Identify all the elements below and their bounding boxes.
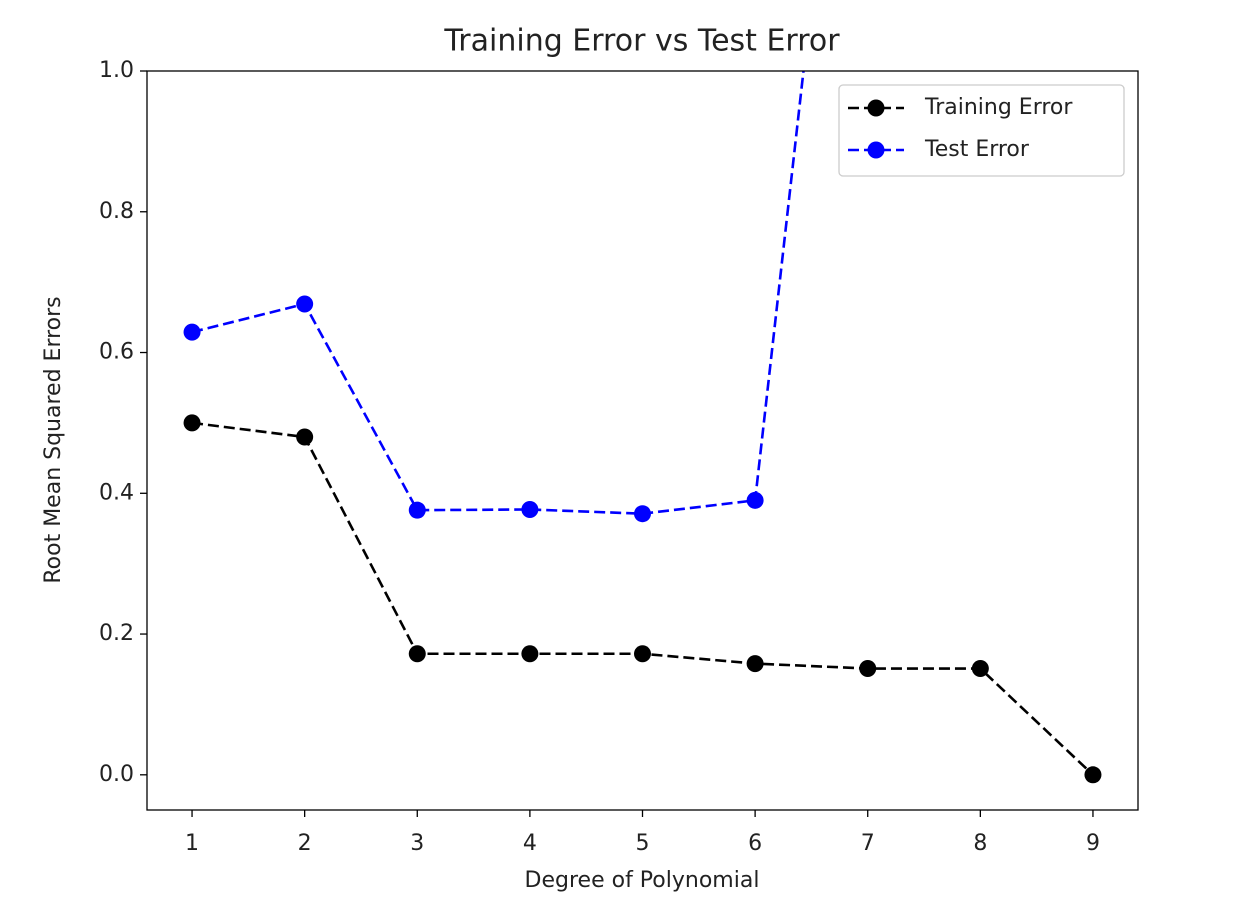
data-point <box>971 660 989 678</box>
data-point <box>521 645 539 663</box>
data-point <box>296 428 314 446</box>
data-point <box>521 500 539 518</box>
x-tick-label: 9 <box>1086 831 1100 856</box>
y-tick-label: 0.4 <box>99 480 134 505</box>
data-point <box>746 491 764 509</box>
y-tick-label: 0.8 <box>99 199 134 224</box>
x-tick-label: 3 <box>410 831 424 856</box>
data-point <box>296 295 314 313</box>
x-tick-label: 2 <box>298 831 312 856</box>
plot-area <box>183 71 1102 784</box>
legend: Training Error Test Error <box>838 84 1125 177</box>
data-point <box>408 645 426 663</box>
legend-marker <box>867 99 885 117</box>
legend-label: Test Error <box>924 137 1030 162</box>
data-point <box>634 505 651 523</box>
legend-marker <box>867 141 885 159</box>
x-tick-label: 6 <box>748 831 762 856</box>
chart-title: Training Error vs Test Error <box>443 24 840 59</box>
data-point <box>634 645 651 663</box>
x-tick-label: 4 <box>523 831 537 856</box>
x-tick-label: 5 <box>636 831 650 856</box>
series-line <box>191 421 1094 776</box>
data-point <box>183 323 201 341</box>
data-point <box>408 501 426 519</box>
data-point <box>183 414 201 432</box>
legend-label: Training Error <box>924 95 1073 120</box>
y-tick-label: 0.2 <box>99 621 134 646</box>
y-tick-label: 1.0 <box>99 58 134 83</box>
y-tick-label: 0.0 <box>99 762 134 787</box>
data-point <box>746 655 764 673</box>
data-point <box>859 660 877 678</box>
x-axis-label: Degree of Polynomial <box>525 868 760 893</box>
axes-frame <box>146 70 1139 811</box>
data-point <box>1084 766 1102 784</box>
x-tick-label: 7 <box>861 831 875 856</box>
x-tick-label: 8 <box>973 831 987 856</box>
x-tick-label: 1 <box>185 831 199 856</box>
y-axis-label: Root Mean Squared Errors <box>41 296 66 583</box>
legend-box <box>838 84 1125 177</box>
y-tick-label: 0.6 <box>99 340 134 365</box>
